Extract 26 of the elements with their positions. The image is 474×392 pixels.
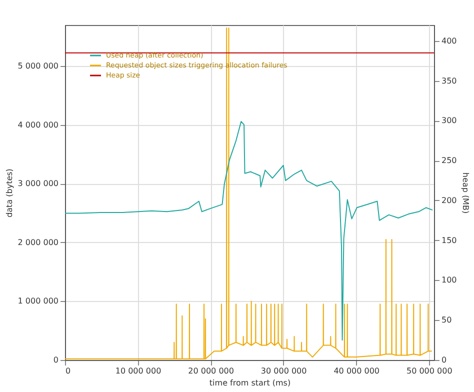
x-axis-title: time from start (ms) [209, 378, 291, 388]
x-tick-label: 50 000 000 [406, 366, 452, 376]
x-tick-label: 40 000 000 [334, 366, 380, 376]
line-series [64, 27, 432, 360]
y-tick-label: 1 000 000 [18, 296, 58, 306]
y2-tick-label: 400 [442, 36, 457, 46]
x-tick-label: 30 000 000 [260, 366, 307, 376]
y-tick-label: 5 000 000 [18, 62, 58, 71]
x-tick-label: 10 000 000 [115, 366, 162, 376]
y2-tick-label: 150 [442, 236, 457, 245]
y2-tick-label: 300 [442, 116, 457, 126]
y-tick-label: 4 000 000 [18, 120, 58, 130]
x-tick-label: 20 000 000 [188, 366, 234, 376]
y2-tick-label: 0 [442, 356, 447, 364]
line-series [64, 121, 434, 341]
y-tick-label: 0 [53, 356, 58, 364]
y2-tick-label: 200 [442, 196, 457, 205]
y2-tick-label: 250 [442, 156, 457, 166]
y2-tick-label: 50 [442, 316, 452, 325]
y-tick-label: 2 000 000 [18, 238, 58, 247]
y-tick-label: 3 000 000 [18, 179, 58, 188]
y-axis-title: data (bytes) [4, 168, 14, 218]
y2-tick-label: 100 [442, 276, 457, 285]
x-tick-label: 0 [66, 366, 71, 376]
y2-tick-label: 350 [442, 76, 457, 86]
y2-axis-title: heap (MB) [460, 172, 470, 214]
